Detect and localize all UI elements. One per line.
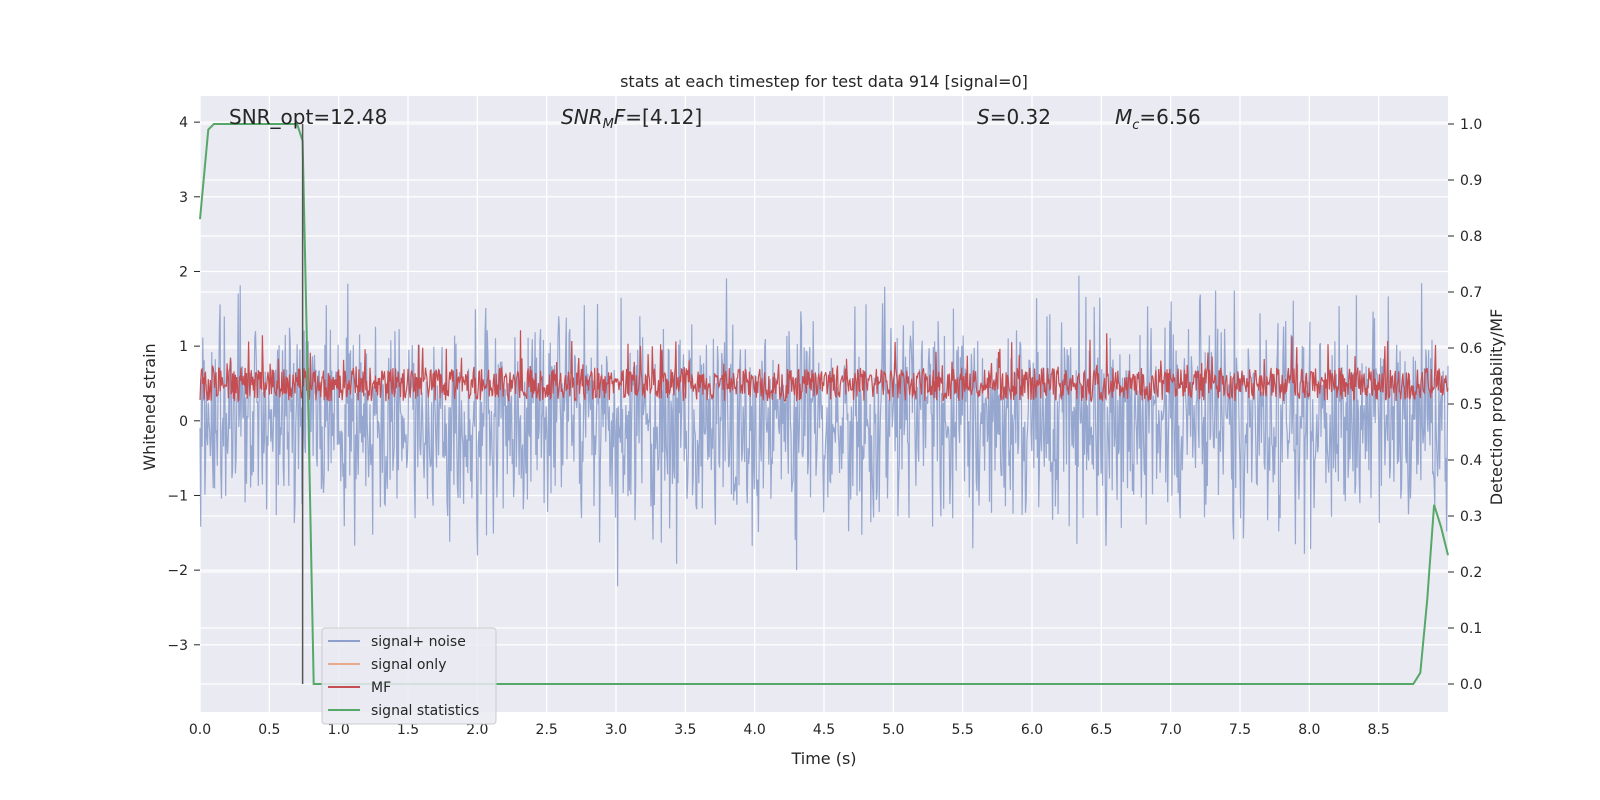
y-tick-label-0: 4 [179, 115, 188, 131]
y2-tick-label-8: 0.2 [1460, 565, 1482, 581]
x-tick-label-7: 3.5 [674, 722, 696, 738]
legend-label-signal-statistics: signal statistics [371, 703, 479, 719]
x-tick-label-15: 7.5 [1229, 722, 1251, 738]
y2-tick-label-6: 0.4 [1460, 453, 1482, 469]
y-left-tick-labels: 4 3 2 1 0 −1 −2 −3 [167, 115, 200, 654]
signal-noise-line [199, 275, 1449, 587]
y2-tick-label-9: 0.1 [1460, 621, 1482, 637]
x-tick-label-13: 6.5 [1090, 722, 1112, 738]
annotation-s: S=0.32 [977, 105, 1051, 129]
x-tick-label-14: 7.0 [1160, 722, 1182, 738]
legend-label-signal-only: signal only [371, 657, 446, 673]
x-tick-label-0: 0.0 [189, 722, 211, 738]
y2-tick-label-3: 0.7 [1460, 285, 1482, 301]
y-tick-label-6: −2 [167, 563, 188, 579]
x-axis-label: Time (s) [790, 749, 856, 768]
y-tick-label-2: 2 [179, 264, 188, 280]
x-tick-label-2: 1.0 [328, 722, 350, 738]
chart-title: stats at each timestep for test data 914… [620, 72, 1028, 91]
y-tick-label-5: −1 [167, 488, 188, 504]
legend: signal+ noise signal only MF signal stat… [321, 627, 497, 725]
y2-tick-label-2: 0.8 [1460, 229, 1482, 245]
legend-label-signal-noise: signal+ noise [371, 634, 466, 650]
x-tick-label-5: 2.5 [536, 722, 558, 738]
y-tick-label-1: 3 [179, 190, 188, 206]
x-tick-label-11: 5.5 [952, 722, 974, 738]
x-tick-label-6: 3.0 [605, 722, 627, 738]
y2-tick-label-4: 0.6 [1460, 341, 1482, 357]
x-tick-label-10: 5.0 [882, 722, 904, 738]
x-tick-label-4: 2.0 [466, 722, 488, 738]
legend-label-mf: MF [371, 680, 391, 696]
x-tick-label-1: 0.5 [258, 722, 280, 738]
y-axis-label: Whitened strain [140, 343, 159, 470]
y-tick-label-4: 0 [179, 414, 188, 430]
y2-axis-label: Detection probability/MF [1487, 309, 1506, 506]
mf-series [199, 330, 1449, 403]
x-tick-label-17: 8.5 [1368, 722, 1390, 738]
x-tick-labels: 0.0 0.5 1.0 1.5 2.0 2.5 3.0 3.5 4.0 4.5 5.0 5.5 6.0 6… [189, 722, 1390, 738]
x-tick-label-8: 4.0 [744, 722, 766, 738]
y2-tick-label-5: 0.5 [1460, 397, 1482, 413]
annotation-snr-opt: SNR_opt=12.48 [229, 105, 387, 129]
x-tick-label-3: 1.5 [397, 722, 419, 738]
y-right-tick-labels: 1.0 0.9 0.8 0.7 0.6 0.5 0.4 0.3 0.2 0.1 0.0 [1448, 117, 1482, 693]
x-tick-label-9: 4.5 [813, 722, 835, 738]
legend-box [321, 627, 497, 725]
annotation-mc: Mc=6.56 [1115, 105, 1201, 133]
y-tick-label-3: 1 [179, 339, 188, 355]
annotation-snr-mf: SNRMF=[4.12] [561, 105, 702, 132]
y2-tick-label-1: 0.9 [1460, 173, 1482, 189]
y2-tick-label-7: 0.3 [1460, 509, 1482, 525]
y2-tick-label-10: 0.0 [1460, 677, 1482, 693]
y2-tick-label-0: 1.0 [1460, 117, 1482, 133]
signal-noise-series [199, 275, 1449, 587]
x-tick-label-16: 8.0 [1298, 722, 1320, 738]
y-tick-label-7: −3 [167, 638, 188, 654]
x-tick-label-12: 6.0 [1021, 722, 1043, 738]
mf-line [199, 330, 1449, 403]
